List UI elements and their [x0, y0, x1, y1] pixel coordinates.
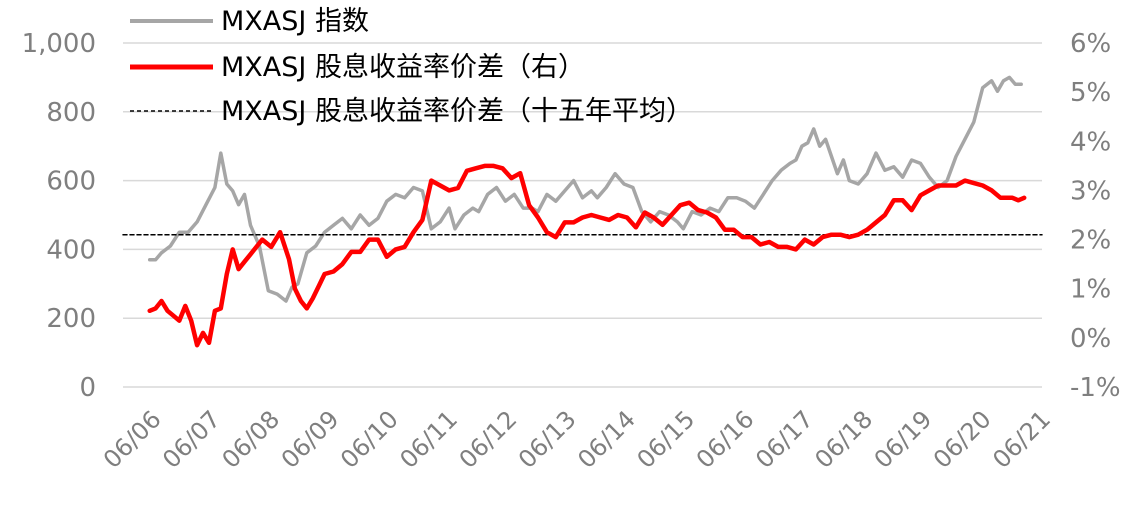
- left-tick-label: 800: [46, 98, 96, 128]
- series-lines: [122, 75, 1043, 348]
- x-tick-label: 06/21: [987, 405, 1056, 474]
- right-tick-label: 3%: [1070, 176, 1111, 206]
- x-tick-label: 06/10: [335, 405, 404, 474]
- x-tick-label: 06/06: [98, 405, 167, 474]
- gridlines: [123, 42, 1042, 388]
- x-tick-label: 06/09: [276, 405, 345, 474]
- x-axis-tick-labels: 06/0606/0706/0806/0906/1006/1106/1206/13…: [98, 405, 1056, 474]
- x-tick-label: 06/08: [217, 405, 286, 474]
- left-tick-label: 600: [46, 167, 96, 197]
- right-axis-tick-labels: -1% 0% 1% 2% 3% 4% 5% 6%: [1070, 29, 1121, 403]
- left-tick-label: 0: [79, 373, 96, 403]
- x-tick-label: 06/12: [454, 405, 523, 474]
- legend-label-0: MXASJ 指数: [221, 6, 369, 37]
- x-tick-label: 06/18: [809, 405, 878, 474]
- right-tick-label: 2%: [1070, 226, 1111, 256]
- left-tick-label: 200: [46, 304, 96, 334]
- legend-label-2: MXASJ 股息收益率价差（十五年平均）: [221, 96, 693, 127]
- right-tick-label: 6%: [1070, 29, 1111, 59]
- right-tick-label: 0%: [1070, 324, 1111, 354]
- left-tick-label: 400: [46, 235, 96, 265]
- right-tick-label: 4%: [1070, 127, 1111, 157]
- legend-label-1: MXASJ 股息收益率价差（右）: [221, 52, 585, 83]
- right-tick-label: -1%: [1070, 373, 1121, 403]
- x-tick-label: 06/15: [632, 405, 701, 474]
- right-tick-label: 5%: [1070, 78, 1111, 108]
- x-tick-label: 06/07: [157, 405, 226, 474]
- x-tick-label: 06/20: [928, 405, 997, 474]
- legend: MXASJ 指数 MXASJ 股息收益率价差（右） MXASJ 股息收益率价差（十五…: [130, 6, 693, 127]
- right-tick-label: 1%: [1070, 275, 1111, 305]
- left-tick-label: 1,000: [22, 29, 96, 59]
- left-axis-tick-labels: 0 200 400 600 800 1,000: [22, 29, 96, 403]
- series-line-1: [147, 163, 1027, 348]
- x-tick-label: 06/13: [513, 405, 582, 474]
- x-tick-label: 06/17: [750, 405, 819, 474]
- x-tick-label: 06/14: [572, 405, 641, 474]
- x-tick-label: 06/16: [691, 405, 760, 474]
- x-tick-label: 06/11: [394, 405, 463, 474]
- x-tick-label: 06/19: [869, 405, 938, 474]
- series-line-0: [147, 75, 1023, 303]
